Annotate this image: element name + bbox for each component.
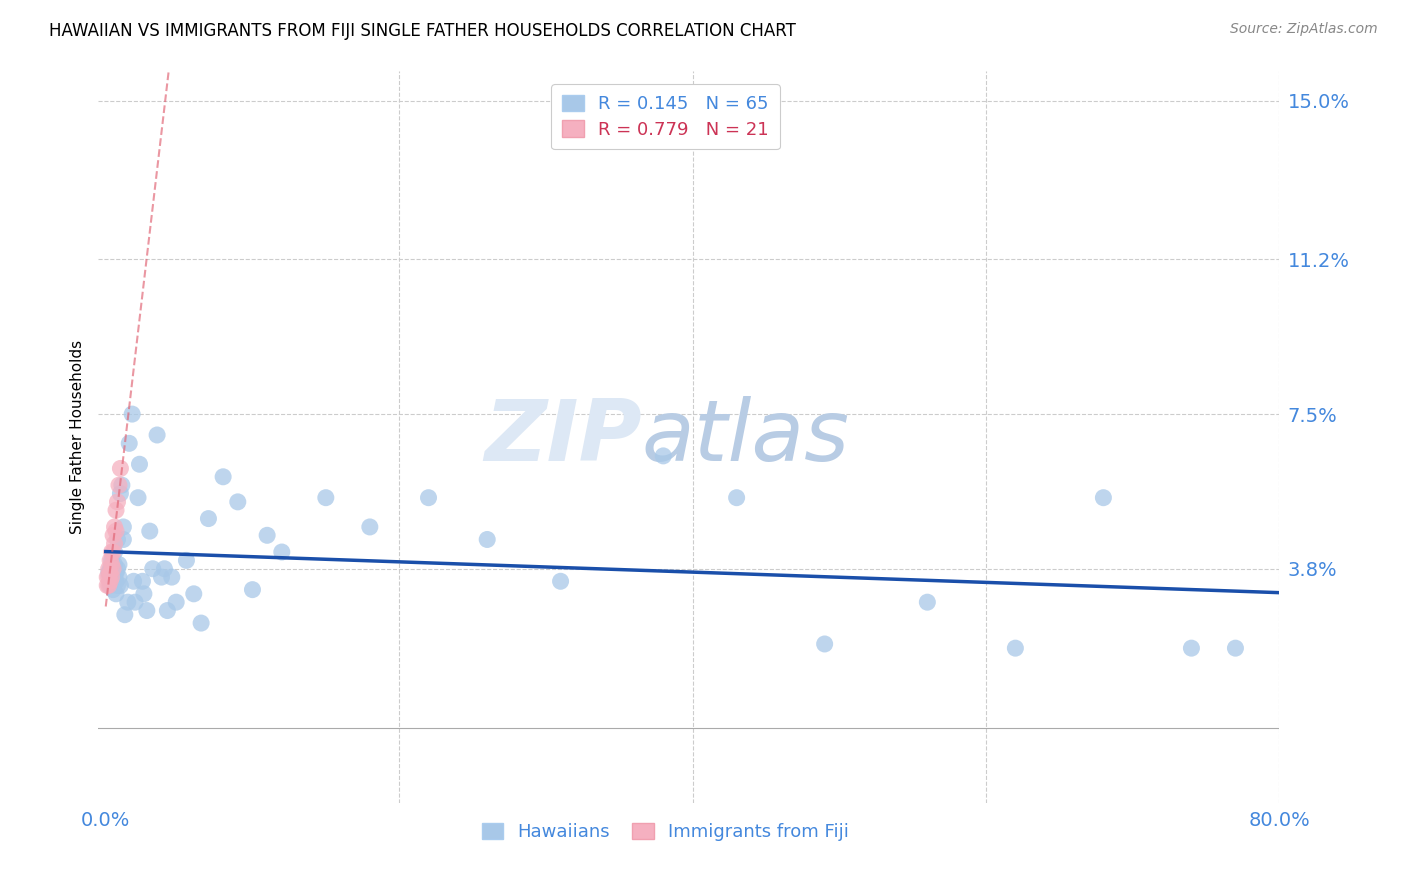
Point bbox=[160, 570, 183, 584]
Point bbox=[96, 570, 118, 584]
Point bbox=[1004, 641, 1026, 656]
Point bbox=[1180, 641, 1202, 656]
Point bbox=[917, 595, 939, 609]
Point bbox=[110, 461, 132, 475]
Point bbox=[103, 536, 125, 550]
Point bbox=[97, 566, 120, 580]
Text: Source: ZipAtlas.com: Source: ZipAtlas.com bbox=[1230, 22, 1378, 37]
Point bbox=[110, 486, 132, 500]
Point bbox=[108, 558, 131, 572]
Point bbox=[105, 566, 128, 580]
Point bbox=[107, 562, 129, 576]
Y-axis label: Single Father Households: Single Father Households bbox=[69, 340, 84, 534]
Point bbox=[165, 595, 187, 609]
Point bbox=[107, 533, 129, 547]
Point bbox=[256, 528, 278, 542]
Point bbox=[315, 491, 337, 505]
Point bbox=[118, 436, 141, 450]
Point bbox=[98, 574, 121, 589]
Point bbox=[101, 528, 124, 542]
Point bbox=[103, 520, 125, 534]
Point bbox=[226, 495, 249, 509]
Text: HAWAIIAN VS IMMIGRANTS FROM FIJI SINGLE FATHER HOUSEHOLDS CORRELATION CHART: HAWAIIAN VS IMMIGRANTS FROM FIJI SINGLE … bbox=[49, 22, 796, 40]
Point bbox=[114, 607, 136, 622]
Text: atlas: atlas bbox=[641, 395, 849, 479]
Point bbox=[135, 603, 157, 617]
Point bbox=[139, 524, 162, 538]
Point bbox=[183, 587, 205, 601]
Point bbox=[127, 491, 149, 505]
Point bbox=[121, 407, 143, 421]
Point bbox=[242, 582, 264, 597]
Point bbox=[107, 578, 129, 592]
Point bbox=[197, 511, 219, 525]
Point bbox=[100, 570, 122, 584]
Point bbox=[131, 574, 153, 589]
Point bbox=[100, 545, 122, 559]
Point bbox=[190, 616, 212, 631]
Text: ZIP: ZIP bbox=[484, 395, 641, 479]
Point bbox=[98, 553, 121, 567]
Point bbox=[156, 603, 179, 617]
Point bbox=[122, 574, 145, 589]
Point bbox=[105, 587, 128, 601]
Point bbox=[725, 491, 748, 505]
Point bbox=[112, 533, 135, 547]
Point bbox=[101, 562, 124, 576]
Point bbox=[1225, 641, 1247, 656]
Point bbox=[110, 578, 132, 592]
Point bbox=[101, 562, 124, 576]
Point bbox=[98, 562, 121, 576]
Point bbox=[112, 520, 135, 534]
Point bbox=[105, 574, 128, 589]
Point bbox=[142, 562, 165, 576]
Point bbox=[146, 428, 169, 442]
Point bbox=[100, 558, 122, 572]
Point bbox=[97, 570, 120, 584]
Point bbox=[101, 574, 124, 589]
Point bbox=[212, 470, 235, 484]
Point bbox=[103, 545, 125, 559]
Point bbox=[97, 562, 120, 576]
Point bbox=[98, 578, 121, 592]
Point bbox=[103, 570, 125, 584]
Point bbox=[128, 457, 150, 471]
Point bbox=[270, 545, 292, 559]
Point bbox=[124, 595, 146, 609]
Point bbox=[418, 491, 440, 505]
Point bbox=[117, 595, 139, 609]
Point bbox=[359, 520, 381, 534]
Point bbox=[1092, 491, 1115, 505]
Point bbox=[105, 524, 128, 538]
Point bbox=[107, 495, 129, 509]
Point bbox=[108, 478, 131, 492]
Point bbox=[111, 478, 134, 492]
Point bbox=[101, 582, 124, 597]
Point bbox=[814, 637, 837, 651]
Point bbox=[477, 533, 499, 547]
Point bbox=[652, 449, 675, 463]
Point bbox=[96, 578, 118, 592]
Point bbox=[98, 566, 121, 580]
Point bbox=[105, 503, 128, 517]
Legend: Hawaiians, Immigrants from Fiji: Hawaiians, Immigrants from Fiji bbox=[474, 816, 856, 848]
Point bbox=[550, 574, 572, 589]
Point bbox=[132, 587, 155, 601]
Point bbox=[100, 570, 122, 584]
Point bbox=[150, 570, 173, 584]
Point bbox=[101, 545, 124, 559]
Point bbox=[176, 553, 198, 567]
Point bbox=[108, 570, 131, 584]
Point bbox=[103, 558, 125, 572]
Point bbox=[97, 578, 120, 592]
Point bbox=[100, 553, 122, 567]
Point bbox=[153, 562, 176, 576]
